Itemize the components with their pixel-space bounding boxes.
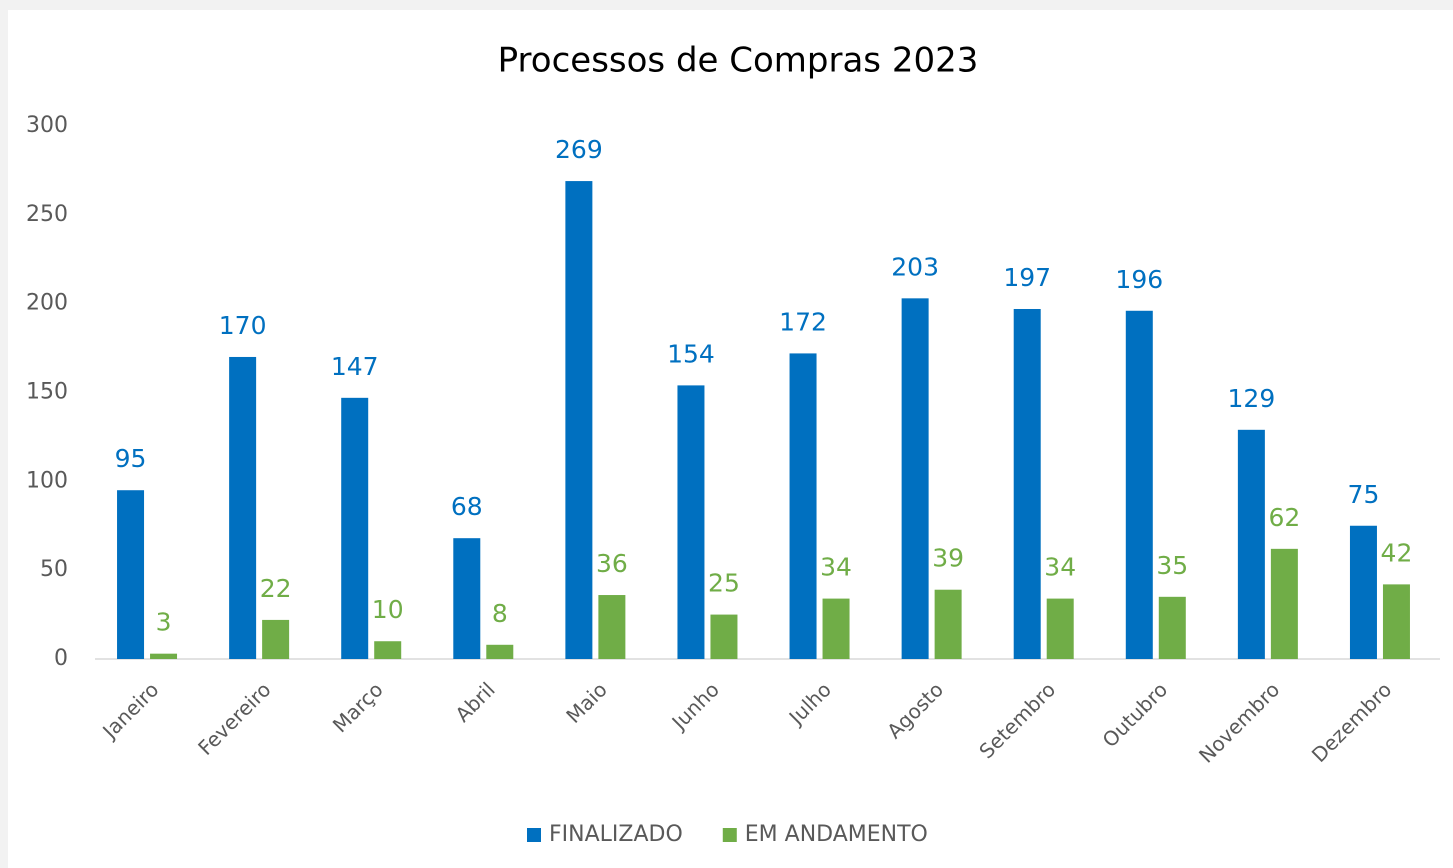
data-label: 154 — [667, 339, 715, 368]
data-label: 147 — [331, 352, 379, 381]
y-tick-label: 300 — [26, 113, 68, 138]
data-label: 10 — [372, 595, 404, 624]
legend-label: EM ANDAMENTO — [745, 822, 928, 847]
bar — [374, 641, 402, 659]
bar — [341, 397, 369, 659]
data-label: 196 — [1115, 265, 1163, 294]
data-label: 269 — [555, 135, 603, 164]
bar — [598, 595, 626, 659]
data-label: 172 — [779, 307, 827, 336]
data-label: 203 — [891, 252, 939, 281]
data-label: 75 — [1348, 480, 1380, 509]
y-tick-label: 150 — [26, 380, 68, 405]
bar — [934, 589, 962, 659]
bar — [1125, 310, 1153, 659]
data-label: 68 — [451, 492, 483, 521]
y-tick-label: 100 — [26, 468, 68, 493]
bar — [1158, 596, 1186, 659]
data-label: 3 — [156, 608, 172, 637]
bar — [1237, 429, 1265, 659]
bar — [229, 356, 257, 659]
data-label: 62 — [1268, 503, 1300, 532]
bar — [453, 538, 481, 659]
data-label: 129 — [1228, 384, 1276, 413]
data-label: 34 — [820, 553, 852, 582]
bar — [1046, 598, 1074, 659]
bar — [901, 298, 929, 659]
y-tick-label: 0 — [54, 646, 68, 671]
data-label: 95 — [115, 444, 147, 473]
data-label: 42 — [1381, 538, 1413, 567]
legend-label: FINALIZADO — [549, 822, 683, 847]
bar — [710, 614, 738, 659]
bar — [822, 598, 850, 659]
y-tick-label: 200 — [26, 291, 68, 316]
legend-swatch — [527, 828, 541, 842]
data-label: 197 — [1003, 263, 1051, 292]
bar — [1382, 584, 1410, 659]
data-label: 22 — [260, 574, 292, 603]
data-label: 35 — [1156, 551, 1188, 580]
data-label: 170 — [219, 311, 267, 340]
bar — [1013, 308, 1041, 659]
data-label: 36 — [596, 549, 628, 578]
bar — [1270, 548, 1298, 659]
bar — [677, 385, 705, 659]
y-tick-label: 250 — [26, 202, 68, 227]
bar — [150, 653, 178, 659]
data-label: 25 — [708, 569, 740, 598]
bar — [117, 490, 145, 659]
bar — [565, 181, 593, 659]
bar — [262, 619, 290, 659]
data-label: 34 — [1044, 553, 1076, 582]
data-label: 39 — [932, 544, 964, 573]
legend-swatch — [722, 828, 737, 842]
y-tick-label: 50 — [40, 557, 68, 582]
bar — [486, 644, 514, 659]
bar — [1349, 525, 1377, 659]
data-label: 8 — [492, 599, 508, 628]
chart-title: Processos de Compras 2023 — [498, 41, 979, 81]
bar — [789, 353, 817, 659]
